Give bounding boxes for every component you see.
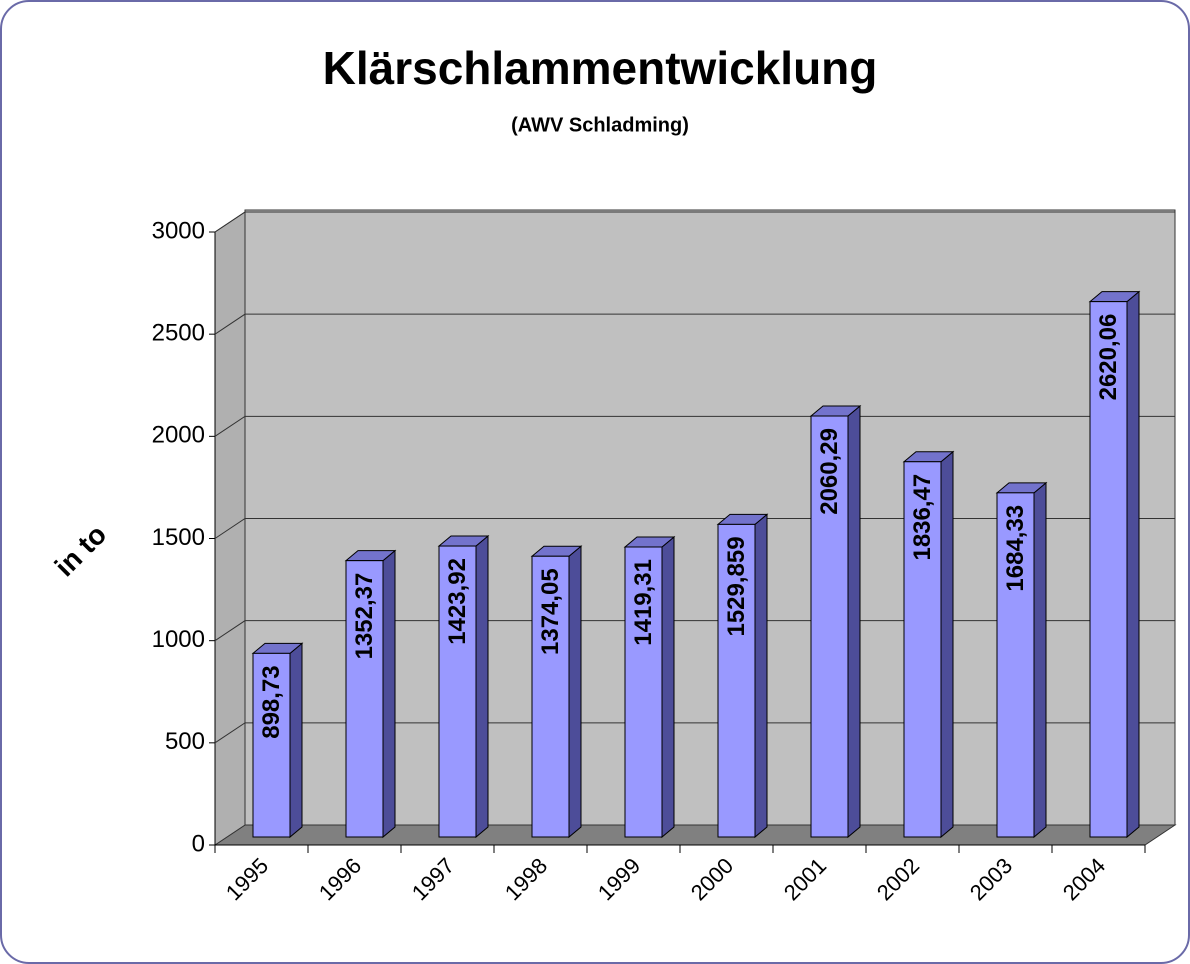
chart-title: Klärschlammentwicklung — [323, 42, 878, 94]
value-label: 1419,31 — [630, 559, 657, 646]
chart-subtitle: (AWV Schladming) — [511, 114, 689, 136]
value-label: 1836,47 — [909, 474, 936, 561]
bar — [717, 523, 756, 838]
bar — [624, 546, 663, 838]
y-tick-label: 1000 — [152, 626, 205, 653]
value-label: 2620,06 — [1095, 314, 1122, 401]
bar-side — [1033, 481, 1047, 839]
bar-side — [568, 545, 582, 839]
value-label: 2060,29 — [816, 428, 843, 515]
bar — [531, 555, 570, 838]
grid-line — [214, 620, 1175, 642]
bar-side — [754, 513, 768, 839]
value-label: 1352,37 — [351, 573, 378, 660]
bar — [345, 560, 384, 838]
value-label: 1374,05 — [537, 568, 564, 655]
bar — [996, 492, 1035, 838]
grid-line — [214, 518, 1175, 539]
value-label: 1684,33 — [1002, 505, 1029, 592]
bar-side — [1126, 290, 1140, 839]
y-tick-label: 3000 — [152, 217, 205, 244]
bar — [252, 652, 291, 838]
value-label: 1423,92 — [444, 558, 471, 645]
value-label: 1529,859 — [723, 536, 750, 636]
bar-side — [847, 404, 861, 839]
bar — [810, 415, 849, 838]
y-tick-label: 2000 — [152, 422, 205, 449]
bar-side — [661, 535, 675, 839]
y-tick-label: 500 — [165, 728, 205, 755]
grid-line — [214, 313, 1175, 335]
y-tick-label: 0 — [192, 830, 205, 857]
value-label: 898,73 — [258, 665, 285, 738]
grid-line — [214, 722, 1175, 744]
y-tick-label: 2500 — [152, 320, 205, 347]
grid-line — [214, 211, 1175, 233]
bar — [903, 461, 942, 838]
bar-side — [382, 549, 396, 839]
bar-side — [475, 534, 489, 839]
grid-line — [214, 415, 1175, 437]
bar — [1089, 301, 1128, 838]
bar-side — [940, 450, 954, 839]
bar-side — [289, 642, 303, 839]
bar — [438, 545, 477, 838]
y-tick-label: 1500 — [152, 524, 205, 551]
